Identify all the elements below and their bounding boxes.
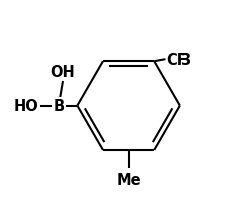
Text: 3: 3 — [181, 52, 190, 67]
Text: HO: HO — [14, 99, 39, 114]
Text: CF: CF — [167, 52, 187, 67]
Text: B: B — [53, 99, 64, 114]
Text: Me: Me — [116, 172, 141, 187]
Text: OH: OH — [51, 65, 75, 80]
